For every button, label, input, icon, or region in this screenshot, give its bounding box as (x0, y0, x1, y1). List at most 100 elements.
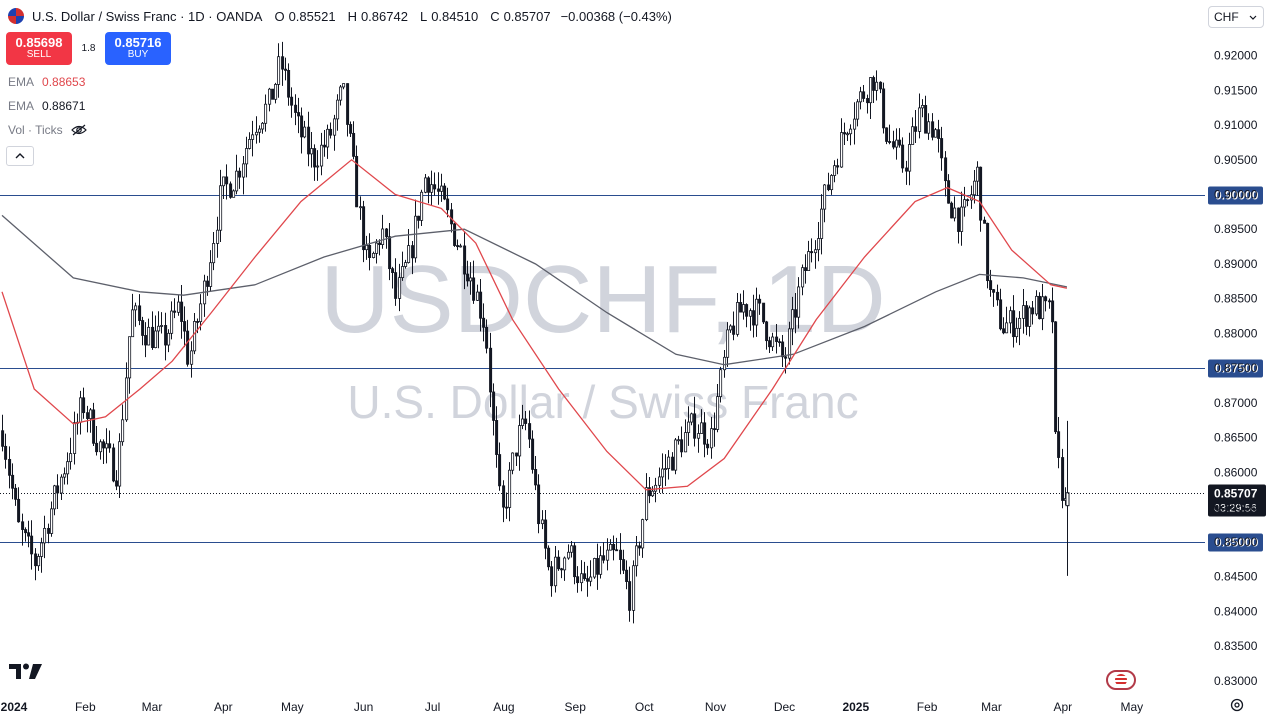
candle-body (843, 132, 847, 135)
candle-body (966, 199, 970, 202)
candle-body (281, 56, 285, 70)
time-axis[interactable]: 2024 Feb Mar Apr May Jun Jul Aug Sep Oct Nov Dec 202… (1, 700, 1143, 714)
candle-body (242, 163, 246, 178)
indicator-ema-1[interactable]: EMA 0.88653 (8, 75, 85, 89)
currency-select[interactable]: CHF (1208, 6, 1264, 28)
candle-body (862, 91, 866, 99)
candle-body (544, 519, 548, 549)
tradingview-logo-icon[interactable] (9, 660, 43, 686)
candle-body (1005, 322, 1009, 334)
candle-body (128, 336, 132, 379)
candle-body (394, 272, 398, 299)
candle-body (381, 228, 385, 245)
candle-body (112, 447, 116, 482)
indicator-name: Vol · Ticks (8, 123, 63, 137)
candle-body (856, 101, 860, 120)
candle-body (888, 141, 892, 143)
y-tick-label: 0.89500 (1214, 222, 1258, 236)
x-tick-label: Mar (981, 700, 1002, 714)
candle-body (612, 543, 616, 551)
candle-body (446, 198, 450, 211)
indicator-ema-2[interactable]: EMA 0.88671 (8, 99, 85, 113)
buy-button[interactable]: 0.85716 BUY (105, 32, 171, 65)
candle-body (92, 409, 96, 444)
sell-button[interactable]: 0.85698 SELL (6, 32, 72, 65)
candle-body (248, 139, 252, 149)
candle-body (827, 184, 831, 191)
candle-body (911, 126, 915, 145)
candle-body (593, 558, 597, 578)
candle-body (921, 105, 925, 109)
candle-body (882, 88, 886, 129)
candle-body (758, 298, 762, 304)
candle-body (56, 485, 60, 494)
candle-body (463, 245, 467, 275)
candle-body (173, 310, 177, 313)
candle-body (641, 519, 645, 549)
y-tick-label: 0.92000 (1214, 49, 1258, 63)
candle-body (60, 476, 64, 494)
candle-body (849, 128, 853, 135)
candle-body (424, 177, 428, 193)
indicator-volume[interactable]: Vol · Ticks (8, 123, 87, 137)
candle-body (742, 304, 746, 313)
candle-body (846, 133, 850, 136)
candle-body (238, 170, 242, 178)
candle-body (1061, 457, 1065, 501)
candle-body (268, 88, 272, 105)
candle-body (866, 98, 870, 104)
candle-body (752, 310, 756, 326)
candle-body (99, 441, 103, 453)
y-tick-label: 0.90500 (1214, 153, 1258, 167)
candle-body (450, 209, 454, 225)
candle-body (648, 487, 652, 497)
candle-body (765, 321, 769, 342)
settings-icon[interactable] (1230, 698, 1244, 715)
candle-body (378, 242, 382, 245)
y-tick-label: 0.91500 (1214, 83, 1258, 97)
candle-body (1031, 307, 1035, 315)
collapse-legend-button[interactable] (6, 146, 34, 166)
candle-body (524, 418, 528, 424)
horizontal-lines[interactable]: 0.90000 0.87500 0.85000 (0, 186, 1263, 552)
candle-body (277, 56, 281, 85)
indicator-name: EMA (8, 75, 35, 89)
candle-body (521, 418, 525, 426)
candle-body (157, 325, 161, 332)
candle-body (154, 330, 158, 349)
candle-body (170, 310, 174, 334)
symbol-title[interactable]: U.S. Dollar / Swiss Franc · 1D · OANDA (32, 8, 263, 24)
events-flag-icon[interactable] (1106, 670, 1136, 690)
y-tick-label: 0.86000 (1214, 465, 1258, 479)
candle-body (755, 298, 759, 326)
y-tick-label: 0.88500 (1214, 292, 1258, 306)
candle-body (1025, 305, 1029, 327)
candle-body (1009, 310, 1013, 324)
candle-body (355, 155, 359, 208)
candle-body (918, 107, 922, 132)
candle-body (953, 207, 957, 219)
candle-body (791, 309, 795, 330)
candle-body (73, 422, 77, 454)
ema-slow-line (1, 214, 1068, 366)
candle-body (502, 485, 506, 508)
open-value: 0.85521 (288, 8, 336, 24)
x-tick-label: Jun (354, 700, 373, 714)
y-tick-label: 0.85500 (1214, 500, 1258, 514)
candle-body (817, 238, 821, 251)
candle-body (508, 469, 512, 508)
y-tick-label: 0.84500 (1214, 570, 1258, 584)
candle-body (456, 245, 460, 248)
candle-body (320, 144, 324, 167)
candle-body (300, 115, 304, 138)
candle-body (342, 83, 346, 88)
eye-off-icon[interactable] (70, 124, 87, 136)
candle-body (775, 336, 779, 343)
x-tick-label: 2025 (842, 700, 869, 714)
price-axis[interactable]: 0.92000 0.91500 0.91000 0.90500 0.90000 0.895… (1214, 49, 1258, 688)
candle-body (160, 325, 164, 327)
candle-body (37, 556, 41, 567)
x-tick-label: 2024 (1, 700, 28, 714)
candle-body (576, 576, 580, 584)
